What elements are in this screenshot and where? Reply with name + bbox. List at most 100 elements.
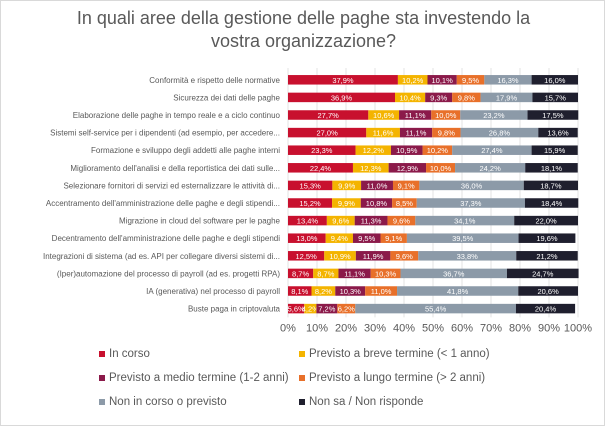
data-label: 24,2% bbox=[479, 164, 501, 173]
bar-segment bbox=[480, 92, 533, 103]
bar-segment bbox=[527, 110, 579, 120]
bar-segment bbox=[288, 268, 314, 279]
bar-segment bbox=[418, 251, 517, 261]
bar-segment bbox=[484, 75, 532, 85]
legend-swatch bbox=[99, 375, 105, 381]
data-label: 37,9% bbox=[332, 76, 354, 85]
bar-segment bbox=[366, 127, 400, 138]
data-label: 23,2% bbox=[483, 111, 505, 120]
data-label: 10,0% bbox=[435, 111, 457, 120]
data-label: 16,0% bbox=[544, 76, 566, 85]
data-label: 22,0% bbox=[535, 217, 557, 226]
bar-segment bbox=[288, 163, 353, 173]
bar-segment bbox=[538, 127, 578, 138]
bar-segment bbox=[387, 215, 416, 226]
category-label: Formazione e sviluppo degli addetti alle… bbox=[91, 146, 280, 155]
data-label: 8,7% bbox=[292, 269, 309, 278]
x-tick-label: 60% bbox=[451, 322, 473, 334]
data-label: 13,6% bbox=[547, 129, 569, 138]
data-label: 10,3% bbox=[340, 287, 362, 296]
data-label: 11,1% bbox=[406, 129, 427, 138]
data-label: 27,7% bbox=[318, 111, 340, 120]
data-label: 13,4% bbox=[297, 217, 319, 226]
bar-segment bbox=[426, 163, 456, 173]
bar-segment bbox=[325, 233, 353, 243]
x-tick-label: 20% bbox=[335, 322, 357, 334]
legend-swatch bbox=[99, 399, 105, 405]
bar-segment bbox=[431, 110, 461, 120]
category-label: Conformità e rispetto delle normative bbox=[149, 76, 280, 85]
legend-label: Previsto a breve termine (< 1 anno) bbox=[309, 348, 490, 360]
bar-segment bbox=[416, 198, 525, 208]
bar-segment bbox=[288, 127, 367, 138]
bar-segment bbox=[316, 303, 338, 314]
category-label: Sistemi self-service per i dipendenti (a… bbox=[50, 129, 280, 138]
bar-segment bbox=[354, 215, 388, 226]
bar-segment bbox=[288, 251, 325, 261]
bar-segment bbox=[332, 180, 362, 191]
data-label: 19,6% bbox=[536, 234, 558, 243]
data-label: 9,6% bbox=[332, 217, 349, 226]
bar-segment bbox=[397, 286, 519, 296]
data-label: 11,1% bbox=[405, 111, 426, 120]
bar-segment bbox=[311, 286, 336, 296]
data-label: 17,9% bbox=[496, 93, 518, 102]
category-label: Migrazione in cloud del software per le … bbox=[119, 217, 281, 226]
data-label: 8,5% bbox=[396, 199, 413, 208]
legend-swatch bbox=[299, 399, 305, 405]
x-tick-label: 80% bbox=[509, 322, 531, 334]
data-label: 11,0% bbox=[371, 287, 392, 296]
bar-segment bbox=[360, 198, 393, 208]
legend-swatch bbox=[299, 351, 305, 357]
legend-swatch bbox=[99, 351, 105, 357]
bar-segment bbox=[415, 215, 515, 226]
data-label: 27,0% bbox=[317, 129, 339, 138]
bar-segment bbox=[288, 198, 333, 208]
bar-segment bbox=[400, 268, 507, 279]
bar-segment bbox=[355, 145, 391, 155]
bar-segment bbox=[352, 163, 389, 173]
bar-segment bbox=[326, 215, 355, 226]
bar-segment bbox=[452, 145, 532, 155]
legend-label: Previsto a lungo termine (> 2 anni) bbox=[309, 372, 485, 384]
bar-segment bbox=[531, 75, 578, 85]
data-label: 9,9% bbox=[338, 199, 355, 208]
bar-segment bbox=[397, 75, 428, 85]
bar-segment bbox=[524, 198, 579, 208]
bar-segment bbox=[518, 286, 578, 296]
bar-segment bbox=[288, 92, 396, 103]
x-tick-label: 0% bbox=[280, 322, 296, 334]
category-label: Decentramento dell'amministrazione delle… bbox=[52, 234, 281, 243]
data-label: 12,9% bbox=[397, 164, 419, 173]
bar-segment bbox=[432, 127, 461, 138]
legend-label: Non sa / Non risponde bbox=[309, 396, 423, 408]
data-label: 9,4% bbox=[331, 234, 348, 243]
category-label: Miglioramento dell'analisi e della repor… bbox=[70, 164, 280, 173]
data-label: 15,2% bbox=[299, 199, 321, 208]
data-label: 9,9% bbox=[338, 181, 355, 190]
data-label: 7,2% bbox=[318, 305, 335, 314]
bar-segment bbox=[337, 303, 356, 314]
data-label: 9,3% bbox=[430, 93, 447, 102]
data-label: 11,9% bbox=[363, 252, 384, 261]
category-label: Buste paga in criptovaluta bbox=[188, 305, 281, 314]
bar-segment bbox=[355, 303, 516, 314]
bar-segment bbox=[452, 92, 481, 103]
bar-segment bbox=[506, 268, 579, 279]
bar-segment bbox=[392, 198, 417, 208]
bar-segment bbox=[338, 268, 371, 279]
chart-title-line-1: In quali aree della gestione delle paghe… bbox=[76, 8, 531, 28]
bar-segment bbox=[288, 110, 369, 120]
bar-segment bbox=[324, 251, 356, 261]
bar-segment bbox=[288, 233, 326, 243]
data-label: 10,2% bbox=[427, 146, 449, 155]
bar-segment bbox=[388, 163, 427, 173]
data-label: 9,1% bbox=[398, 181, 415, 190]
data-label: 26,8% bbox=[489, 129, 511, 138]
legend-label: In corso bbox=[109, 348, 150, 360]
bar-segment bbox=[515, 303, 576, 314]
data-label: 6,2% bbox=[338, 305, 355, 314]
data-label: 22,4% bbox=[310, 164, 332, 173]
bar-segment bbox=[460, 127, 539, 138]
data-label: 11,0% bbox=[367, 181, 388, 190]
